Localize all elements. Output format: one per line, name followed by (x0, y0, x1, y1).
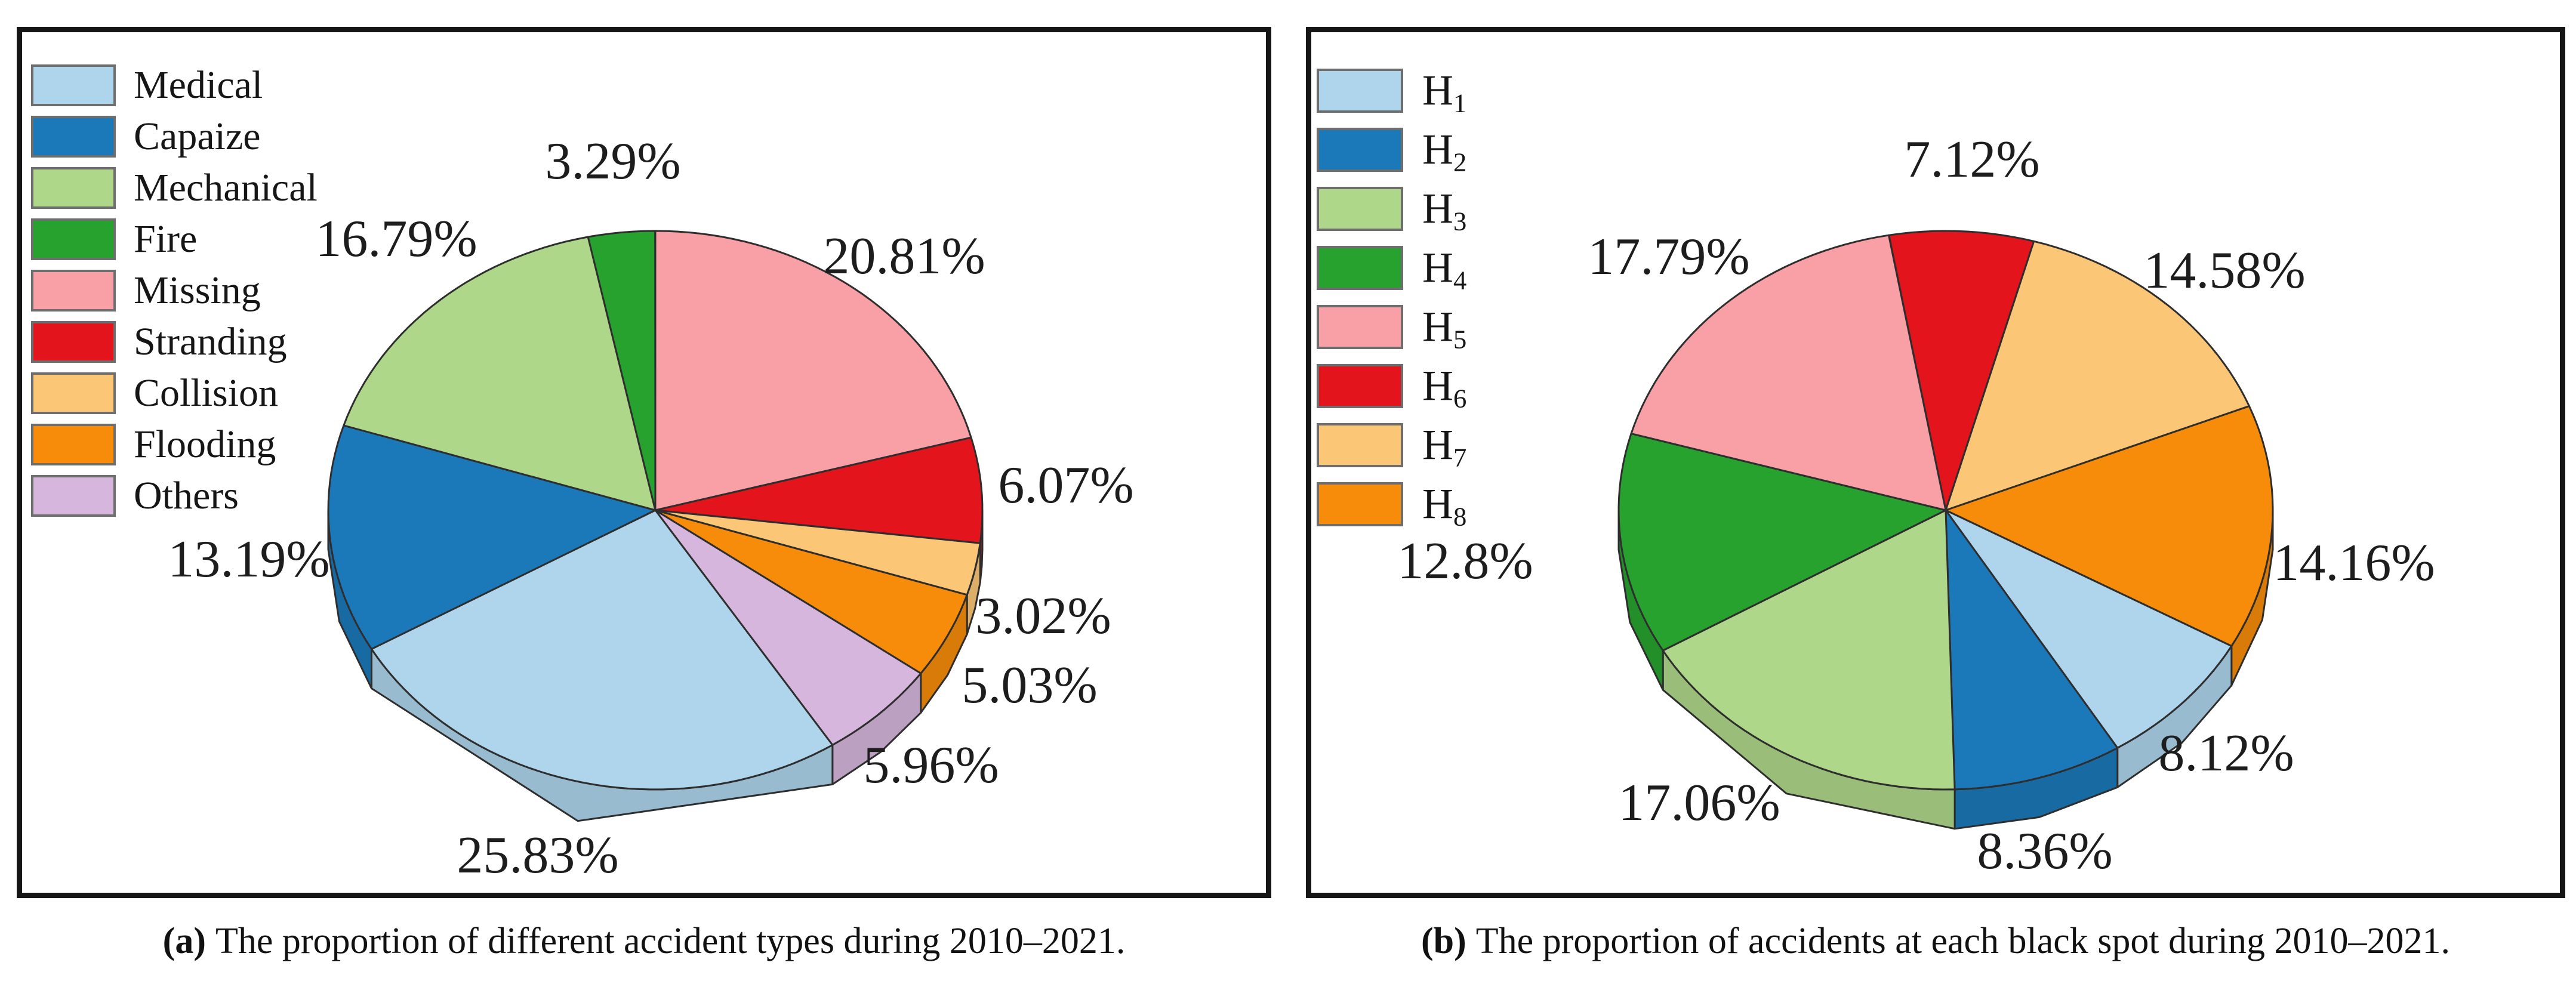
legend-label-Others: Others (134, 474, 239, 517)
legend-label-H7: H7 (1422, 421, 1467, 473)
legend-item-H8: H8 (1317, 479, 1467, 532)
legend-label-Medical: Medical (134, 63, 263, 107)
pie-slice-label-H3: 17.06% (1618, 774, 1780, 832)
legend-item-H3: H3 (1317, 184, 1467, 236)
pie-slice-H5 (1630, 234, 1947, 511)
pie-slice-label-Collision: 3.02% (975, 587, 1111, 645)
legend-swatch-H8 (1317, 482, 1403, 526)
legend-label-Capaize: Capaize (134, 115, 261, 158)
caption-a-marker: (a) (162, 921, 206, 961)
legend-item-Stranding: Stranding (31, 319, 287, 365)
pie-slice-label-Stranding: 6.07% (998, 457, 1133, 514)
legend-label-H1: H1 (1422, 66, 1467, 118)
legend-label-Mechanical: Mechanical (134, 166, 318, 209)
legend-swatch-H3 (1317, 186, 1403, 231)
legend-swatch-H7 (1317, 422, 1403, 467)
pie-slice-label-H8: 14.16% (2273, 534, 2435, 592)
pie-slice-label-H5: 17.79% (1588, 228, 1749, 286)
legend-label-Fire: Fire (134, 217, 198, 261)
legend-item-Collision: Collision (31, 371, 278, 416)
legend-item-Fire: Fire (31, 217, 197, 262)
pie-slice-Others (654, 509, 922, 746)
caption-b: (b) The proportion of accidents at each b… (1306, 920, 2565, 963)
pie-slice-Stranding (654, 436, 984, 544)
pie-slice-H7 (1945, 240, 2250, 511)
pie-slice-label-Mechanical: 16.79% (315, 210, 477, 268)
pie-slice-label-H7: 14.58% (2143, 242, 2305, 300)
pie-slice-H8 (1945, 405, 2274, 647)
legend-label-H2: H2 (1422, 125, 1467, 177)
pie-slice-H6 (1888, 230, 2035, 511)
legend-swatch-Others (31, 475, 116, 517)
legend-label-H3: H3 (1422, 184, 1467, 236)
legend-swatch-Collision (31, 372, 116, 414)
pie-slice-Flooding (654, 509, 968, 674)
legend-swatch-H5 (1317, 304, 1403, 349)
legend-label-Stranding: Stranding (134, 320, 287, 363)
legend-label-H4: H4 (1422, 243, 1467, 295)
caption-a-text: The proportion of different accident typ… (215, 921, 1126, 961)
pie-slice-H3 (1662, 509, 1956, 791)
legend-label-Flooding: Flooding (134, 422, 276, 466)
caption-b-text: The proportion of accidents at each blac… (1475, 921, 2450, 961)
legend-swatch-H2 (1317, 127, 1403, 172)
legend-label-H8: H8 (1422, 480, 1467, 532)
legend-swatch-Medical (31, 64, 116, 106)
legend-label-Missing: Missing (134, 269, 261, 312)
pie-slice-label-H6: 7.12% (1904, 131, 2039, 189)
pie-slice-label-Others: 5.96% (863, 736, 999, 794)
legend-item-H7: H7 (1317, 420, 1467, 473)
legend-swatch-Stranding (31, 321, 116, 363)
legend-swatch-H4 (1317, 245, 1403, 290)
legend-item-H1: H1 (1317, 66, 1467, 118)
legend-label-H6: H6 (1422, 362, 1467, 414)
legend-swatch-H6 (1317, 363, 1403, 408)
legend-swatch-Capaize (31, 116, 116, 158)
pie-slice-H2 (1945, 509, 2119, 791)
pie-slice-H4 (1617, 433, 1947, 652)
legend-item-H4: H4 (1317, 243, 1467, 295)
pie-slice-label-Fire: 3.29% (545, 132, 680, 190)
pie-slice-label-H1: 8.12% (2158, 724, 2294, 782)
legend-item-H6: H6 (1317, 361, 1467, 414)
legend-swatch-Fire (31, 218, 116, 260)
pie-slice-Fire (587, 230, 657, 511)
caption-b-marker: (b) (1421, 921, 1466, 961)
pie-slice-H1 (1945, 509, 2233, 749)
legend-item-H5: H5 (1317, 302, 1467, 354)
legend-label-Collision: Collision (134, 371, 279, 415)
pie-slice-label-Missing: 20.81% (823, 227, 985, 285)
legend-item-Others: Others (31, 473, 239, 519)
pie-slice-label-Flooding: 5.03% (962, 656, 1097, 714)
legend-item-Capaize: Capaize (31, 114, 261, 159)
pie-slice-label-Capaize: 13.19% (168, 531, 329, 588)
legend-item-Mechanical: Mechanical (31, 165, 318, 211)
pie-slice-label-Medical: 25.83% (457, 826, 618, 884)
legend-item-Medical: Medical (31, 63, 263, 108)
legend-label-H5: H5 (1422, 303, 1467, 354)
pie-slice-Missing (654, 230, 972, 511)
legend-item-Flooding: Flooding (31, 422, 276, 467)
pie-slice-label-H4: 12.8% (1397, 532, 1533, 590)
legend-swatch-H1 (1317, 68, 1403, 113)
legend-item-Missing: Missing (31, 268, 261, 313)
pie-slice-Capaize (327, 424, 657, 650)
legend-swatch-Mechanical (31, 167, 116, 209)
legend-swatch-Flooding (31, 424, 116, 465)
legend-swatch-Missing (31, 270, 116, 312)
pie-slice-Medical (371, 509, 834, 791)
legend-item-H2: H2 (1317, 125, 1467, 177)
pie-slice-Mechanical (343, 236, 657, 511)
caption-a: (a) The proportion of different accident … (17, 920, 1271, 963)
pie-slice-label-H2: 8.36% (1977, 822, 2112, 880)
